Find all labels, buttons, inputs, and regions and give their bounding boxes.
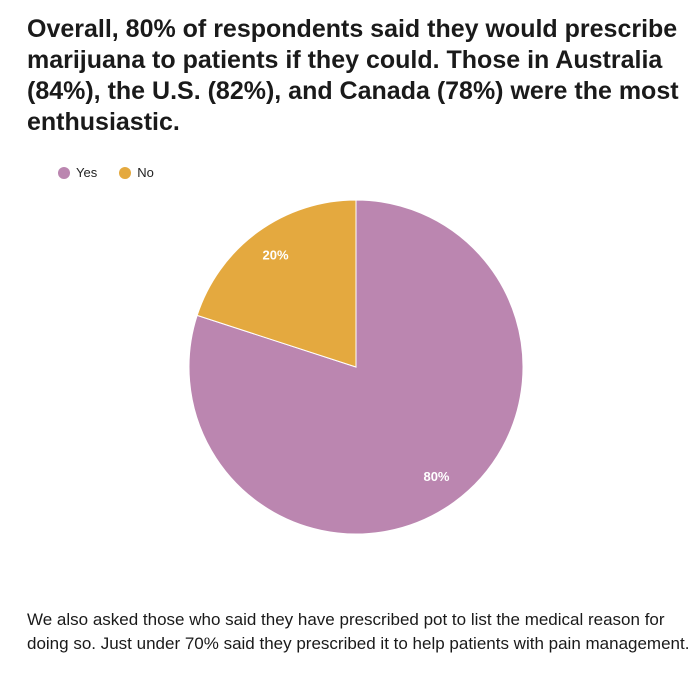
pie-chart: 80% 20% — [188, 199, 524, 535]
legend-label-yes: Yes — [76, 165, 98, 180]
pie-slice-no — [196, 199, 357, 368]
legend-label-no: No — [137, 165, 154, 180]
pie-label-no: 20% — [262, 248, 288, 263]
pie-slice-yes — [188, 199, 524, 535]
legend-swatch-no — [119, 166, 132, 179]
footer-text: We also asked those who said they have p… — [27, 610, 690, 653]
legend-item-yes: Yes — [58, 165, 97, 180]
pie-label-yes: 80% — [423, 469, 449, 484]
legend-swatch-yes — [58, 166, 70, 179]
headline: Overall, 80% of respondents said they wo… — [27, 15, 679, 136]
chart-legend: Yes No — [58, 165, 176, 180]
legend-item-no: No — [119, 165, 154, 180]
